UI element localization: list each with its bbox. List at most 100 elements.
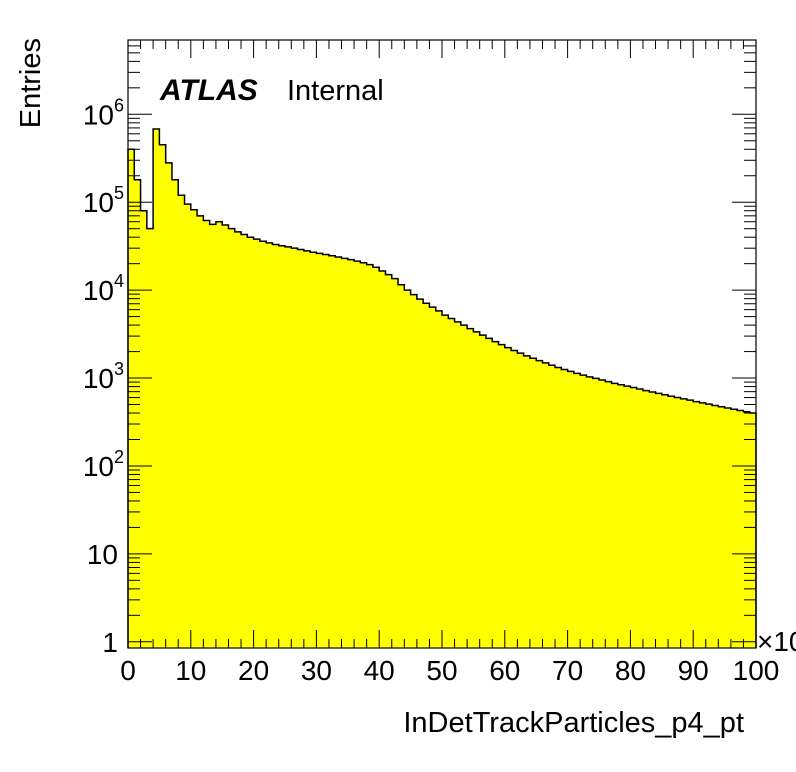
histogram-bin	[140, 210, 148, 649]
histogram-bin	[285, 246, 292, 649]
histogram-bin	[737, 410, 745, 648]
histogram-bin	[203, 220, 211, 649]
histogram-bin	[693, 401, 701, 648]
histogram-bin	[153, 129, 160, 648]
histogram-bin	[492, 341, 500, 648]
histogram-bin	[429, 307, 437, 648]
histogram-bin	[366, 264, 374, 648]
histogram-bin	[379, 271, 387, 648]
x-tick-label: 60	[489, 655, 520, 686]
histogram-bin	[611, 383, 619, 648]
plot-frame	[127, 39, 757, 649]
histogram-bin	[253, 239, 261, 648]
histogram-bin	[730, 409, 738, 648]
y-tick-label: 10	[87, 539, 118, 570]
histogram-bin	[542, 362, 550, 648]
histogram-bin	[228, 228, 236, 648]
histogram-bin	[504, 347, 512, 648]
y-axis-label: Entries	[15, 38, 47, 128]
axis-ticks	[127, 39, 757, 648]
histogram-bin	[291, 248, 299, 648]
histogram-bin	[680, 398, 688, 648]
histogram-bin	[341, 258, 349, 648]
histogram-bin	[448, 318, 456, 648]
histogram-bin	[241, 234, 248, 648]
histogram-bin	[385, 274, 393, 648]
histogram-bin	[467, 328, 474, 648]
histogram-bin	[473, 331, 481, 648]
y-tick-label: 103	[83, 359, 124, 394]
histogram-bin	[460, 325, 468, 648]
histogram-bin	[197, 215, 204, 648]
histogram-bin	[661, 394, 669, 648]
histogram-bin	[435, 310, 443, 648]
histogram-bin	[655, 393, 663, 648]
histogram-bin	[636, 389, 644, 648]
x-tick-label: 0	[120, 655, 136, 686]
histogram-bin	[686, 400, 694, 648]
internal-label: Internal	[287, 75, 384, 107]
histogram-bin	[354, 261, 361, 648]
x-tick-label: 40	[364, 655, 395, 686]
histogram-bin	[718, 406, 726, 648]
histogram-bin	[555, 367, 562, 648]
histogram-bin	[247, 237, 255, 648]
histogram-bin	[498, 344, 506, 648]
histogram-bin	[360, 262, 368, 648]
histogram-bin	[624, 386, 631, 648]
histogram-bin	[316, 253, 324, 648]
histogram-bin	[259, 241, 267, 648]
histogram-bin	[272, 244, 280, 648]
histogram-bin	[511, 350, 518, 648]
x-tick-label: 70	[552, 655, 583, 686]
histogram-bin	[743, 411, 751, 648]
histogram-bin	[724, 408, 732, 648]
histogram-bin	[561, 369, 569, 648]
y-tick-label: 105	[83, 183, 124, 218]
histogram-bin	[266, 242, 274, 649]
x-axis-label: InDetTrackParticles_p4_pt	[403, 707, 744, 739]
histogram-bin	[674, 397, 682, 648]
y-tick-label: 106	[83, 95, 124, 130]
x-multiplier-label: ×10³	[757, 626, 796, 657]
histogram-bin	[642, 390, 650, 648]
histogram-bin	[668, 396, 675, 648]
histogram-bin	[580, 375, 588, 648]
histogram-bin	[599, 380, 606, 648]
histogram-bin	[297, 249, 305, 649]
histogram-bin	[479, 335, 487, 648]
histogram-bin	[190, 209, 198, 648]
x-tick-label: 20	[238, 655, 269, 686]
histogram-bin	[649, 391, 657, 648]
histogram-bin	[523, 355, 531, 648]
histogram-bin	[712, 405, 719, 648]
histogram-bin	[529, 358, 537, 648]
histogram-bin	[605, 381, 613, 648]
histogram-bin	[222, 225, 230, 648]
histogram-bin	[347, 259, 355, 648]
histogram-bin	[416, 299, 424, 648]
histogram-outline	[127, 128, 757, 648]
histogram-bars	[128, 129, 757, 649]
histogram-bin	[398, 284, 405, 648]
histogram-bin	[567, 371, 575, 648]
histogram-bin	[586, 376, 594, 648]
histogram-bin	[134, 179, 142, 648]
histogram-bin	[442, 315, 449, 648]
histogram-bin	[328, 255, 336, 648]
histogram-bin	[146, 228, 154, 648]
x-tick-label: 90	[678, 655, 709, 686]
x-tick-label: 100	[733, 655, 780, 686]
y-tick-label: 104	[83, 271, 124, 306]
histogram-bin	[573, 373, 581, 648]
histogram-bin	[165, 162, 173, 648]
histogram-bin	[749, 413, 757, 648]
histogram-bin	[322, 254, 330, 648]
histogram-bin	[410, 294, 418, 648]
histogram-bin	[485, 338, 493, 648]
x-tick-label: 10	[175, 655, 206, 686]
histogram-bin	[699, 402, 707, 648]
histogram-bin	[310, 252, 317, 648]
histogram-bin	[209, 224, 217, 648]
